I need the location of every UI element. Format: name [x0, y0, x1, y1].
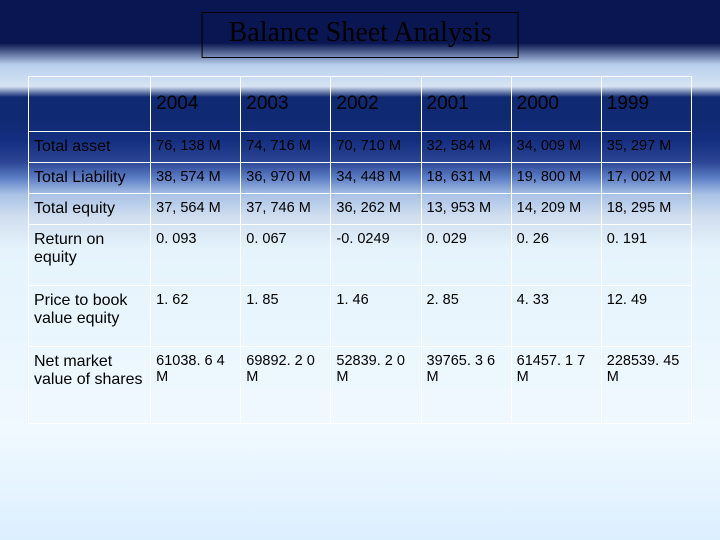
col-header: 2002: [331, 77, 421, 132]
col-header: 2000: [511, 77, 601, 132]
table-row: Net market value of shares 61038. 6 4 M …: [29, 347, 692, 424]
cell: 61038. 6 4 M: [151, 347, 241, 424]
row-label: Net market value of shares: [29, 347, 151, 424]
cell: 70, 710 M: [331, 132, 421, 163]
cell: 4. 33: [511, 286, 601, 347]
cell: 34, 009 M: [511, 132, 601, 163]
cell: 228539. 45 M: [601, 347, 691, 424]
cell: 13, 953 M: [421, 194, 511, 225]
cell: 14, 209 M: [511, 194, 601, 225]
cell: -0. 0249: [331, 225, 421, 286]
cell: 52839. 2 0 M: [331, 347, 421, 424]
cell: 18, 295 M: [601, 194, 691, 225]
header-blank: [29, 77, 151, 132]
cell: 61457. 1 7 M: [511, 347, 601, 424]
cell: 17, 002 M: [601, 163, 691, 194]
row-label: Total asset: [29, 132, 151, 163]
cell: 69892. 2 0 M: [241, 347, 331, 424]
page-title: Balance Sheet Analysis: [202, 12, 519, 58]
col-header: 2003: [241, 77, 331, 132]
row-label: Total equity: [29, 194, 151, 225]
balance-sheet-table: 2004 2003 2002 2001 2000 1999 Total asse…: [28, 76, 692, 424]
cell: 12. 49: [601, 286, 691, 347]
cell: 0. 26: [511, 225, 601, 286]
cell: 0. 191: [601, 225, 691, 286]
table-row: Total Liability 38, 574 M 36, 970 M 34, …: [29, 163, 692, 194]
cell: 74, 716 M: [241, 132, 331, 163]
cell: 2. 85: [421, 286, 511, 347]
col-header: 1999: [601, 77, 691, 132]
cell: 18, 631 M: [421, 163, 511, 194]
cell: 37, 564 M: [151, 194, 241, 225]
cell: 0. 093: [151, 225, 241, 286]
table-row: Price to book value equity 1. 62 1. 85 1…: [29, 286, 692, 347]
cell: 39765. 3 6 M: [421, 347, 511, 424]
row-label: Return on equity: [29, 225, 151, 286]
table-header-row: 2004 2003 2002 2001 2000 1999: [29, 77, 692, 132]
cell: 0. 067: [241, 225, 331, 286]
cell: 37, 746 M: [241, 194, 331, 225]
row-label: Total Liability: [29, 163, 151, 194]
table-row: Return on equity 0. 093 0. 067 -0. 0249 …: [29, 225, 692, 286]
cell: 35, 297 M: [601, 132, 691, 163]
cell: 36, 262 M: [331, 194, 421, 225]
cell: 36, 970 M: [241, 163, 331, 194]
cell: 0. 029: [421, 225, 511, 286]
cell: 38, 574 M: [151, 163, 241, 194]
row-label: Price to book value equity: [29, 286, 151, 347]
table-row: Total equity 37, 564 M 37, 746 M 36, 262…: [29, 194, 692, 225]
col-header: 2001: [421, 77, 511, 132]
cell: 32, 584 M: [421, 132, 511, 163]
cell: 1. 46: [331, 286, 421, 347]
cell: 1. 85: [241, 286, 331, 347]
cell: 19, 800 M: [511, 163, 601, 194]
cell: 34, 448 M: [331, 163, 421, 194]
table-row: Total asset 76, 138 M 74, 716 M 70, 710 …: [29, 132, 692, 163]
cell: 1. 62: [151, 286, 241, 347]
slide: Balance Sheet Analysis 2004 2003 2002 20…: [0, 0, 720, 540]
col-header: 2004: [151, 77, 241, 132]
cell: 76, 138 M: [151, 132, 241, 163]
